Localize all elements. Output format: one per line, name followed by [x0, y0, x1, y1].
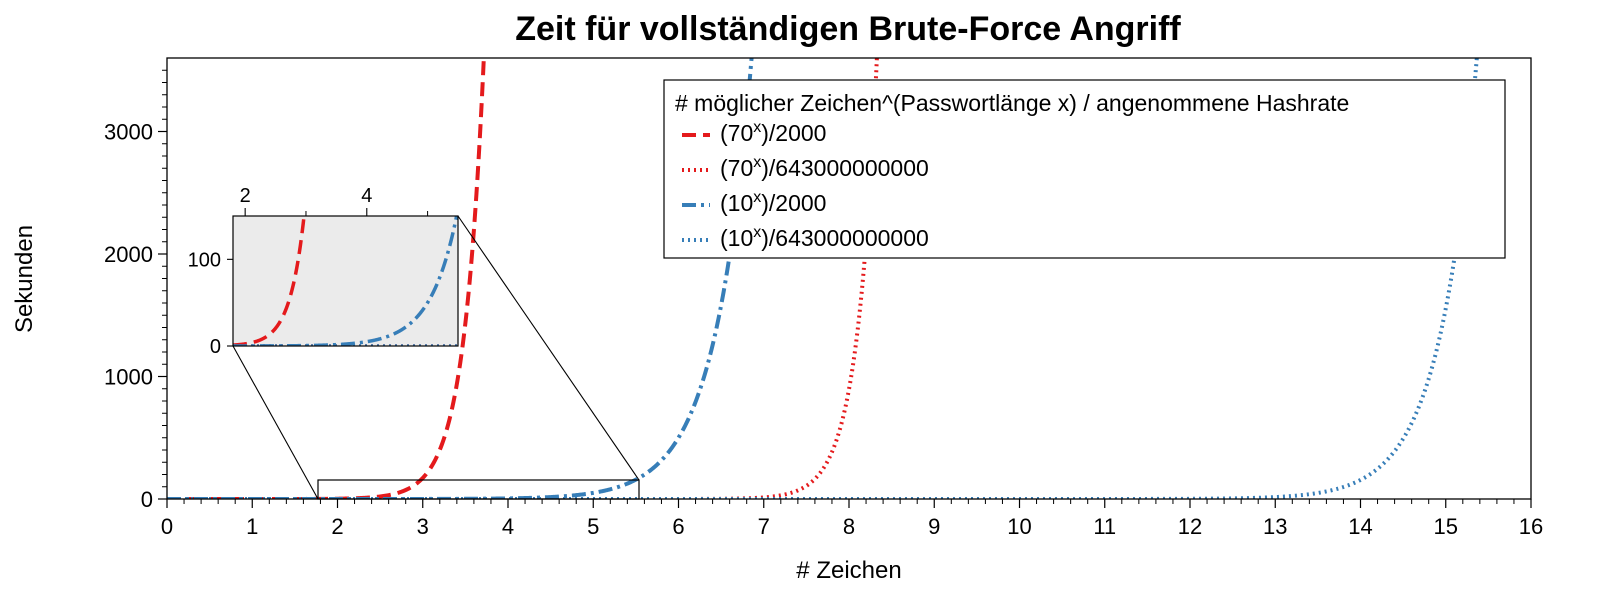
x-tick-label: 15: [1434, 514, 1458, 539]
inset-frame: [232, 215, 459, 347]
legend-entry-1: (70x)/2000: [682, 119, 826, 146]
series-line-3: [167, 58, 754, 499]
x-tick-label: 11: [1093, 514, 1116, 539]
y-tick-label: 2000: [104, 242, 153, 267]
zoom-region-box: [317, 479, 640, 500]
x-tick-label: 0: [161, 514, 173, 539]
legend-label: (70x)/643000000000: [720, 154, 929, 181]
zoom-connector-right: [457, 215, 640, 481]
x-tick-label: 16: [1519, 514, 1543, 539]
inset-x-tick-label: 2: [240, 185, 251, 207]
legend-label: (10x)/643000000000: [720, 224, 929, 251]
y-axis-label: Sekunden: [11, 225, 38, 333]
y-tick-label: 3000: [104, 120, 153, 145]
x-tick-label: 7: [758, 514, 770, 539]
zoom-connector-left: [232, 345, 319, 500]
inset-y-tick-label: 0: [210, 336, 221, 358]
legend-label: (10x)/2000: [720, 189, 826, 216]
x-tick-label: 14: [1348, 514, 1372, 539]
y-tick-label: 0: [141, 487, 153, 512]
legend-title: # möglicher Zeichen^(Passwortlänge x) / …: [675, 90, 1349, 116]
legend-label: (70x)/2000: [720, 119, 826, 146]
x-tick-label: 8: [843, 514, 855, 539]
legend: # möglicher Zeichen^(Passwortlänge x) / …: [663, 79, 1506, 259]
inset-axes: 2 4 0 100: [188, 185, 429, 358]
y-tick-label: 1000: [104, 365, 153, 390]
legend-entry-4: (10x)/643000000000: [682, 224, 929, 251]
x-axis: 0 1 2 3 4 5 6 7 8 9 10 11 12 13 14 15 16: [161, 499, 1543, 539]
x-tick-label: 5: [587, 514, 599, 539]
inset-x-tick-label: 4: [361, 185, 372, 207]
legend-entry-3: (10x)/2000: [682, 189, 826, 216]
x-axis-label: # Zeichen: [796, 557, 901, 584]
x-tick-label: 4: [502, 514, 514, 539]
x-tick-label: 9: [928, 514, 940, 539]
x-tick-label: 12: [1178, 514, 1202, 539]
x-tick-label: 13: [1263, 514, 1287, 539]
x-tick-label: 2: [331, 514, 343, 539]
x-tick-label: 1: [246, 514, 258, 539]
zoom-indicator: [232, 215, 640, 500]
legend-box: [663, 79, 1506, 259]
x-tick-label: 10: [1007, 514, 1031, 539]
y-axis: 0 1000 2000 3000: [104, 69, 167, 512]
legend-entry-2: (70x)/643000000000: [682, 154, 929, 181]
x-tick-label: 3: [417, 514, 429, 539]
inset-y-tick-label: 100: [188, 249, 221, 271]
inset-series-line-1: [233, 216, 306, 346]
chart-title: Zeit für vollständigen Brute-Force Angri…: [515, 10, 1181, 48]
inset-background: [233, 216, 458, 346]
x-tick-label: 6: [672, 514, 684, 539]
inset-plot: 2 4 0 100: [188, 185, 459, 358]
